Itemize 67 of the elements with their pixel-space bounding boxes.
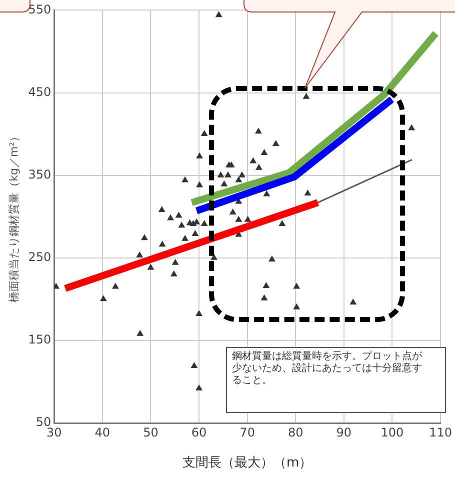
point <box>224 172 232 178</box>
point <box>350 298 356 304</box>
point <box>264 190 270 196</box>
point <box>196 152 203 158</box>
point <box>238 172 246 178</box>
point <box>228 162 234 168</box>
point <box>158 206 165 212</box>
point <box>136 330 144 336</box>
point <box>244 216 251 222</box>
point <box>408 124 415 130</box>
point <box>279 220 286 226</box>
point <box>294 304 300 310</box>
annotation: 鋼材質量は総質量時を示す。プロット点が少ないため、設計にあたっては十分留意すること。 <box>232 351 422 387</box>
point <box>236 216 242 222</box>
point <box>167 214 174 220</box>
point <box>303 93 310 99</box>
point <box>112 283 119 289</box>
x-tick-label: 80 <box>288 425 304 440</box>
point <box>148 264 154 270</box>
point <box>141 234 148 240</box>
point <box>261 150 268 156</box>
point <box>294 283 300 289</box>
x-tick-label: 110 <box>429 425 452 440</box>
point <box>182 176 188 182</box>
point <box>261 294 268 300</box>
point <box>201 220 208 226</box>
point <box>255 128 262 134</box>
point <box>182 235 188 241</box>
point <box>136 252 143 258</box>
point <box>221 180 228 186</box>
point <box>172 259 178 265</box>
point <box>100 296 106 302</box>
x-axis-title: 支間長（最大）（m） <box>182 456 312 471</box>
x-tick-label: 50 <box>143 425 158 440</box>
point <box>201 130 208 136</box>
point <box>170 270 177 276</box>
point <box>216 12 222 18</box>
point <box>304 190 311 196</box>
x-tick-label: 70 <box>240 425 255 440</box>
y-tick-label: 250 <box>28 250 52 264</box>
point <box>250 158 256 164</box>
point <box>192 230 198 236</box>
point <box>268 256 276 262</box>
point <box>196 384 202 390</box>
y-axis-title: 橋面積当たり鋼材質量（kg／m²） <box>7 130 20 302</box>
point <box>178 222 185 228</box>
point <box>176 212 182 218</box>
x-tick-label: 90 <box>336 425 352 440</box>
point <box>236 176 242 182</box>
point <box>256 164 262 170</box>
point <box>210 254 218 260</box>
point <box>196 182 203 188</box>
y-tick-label: 350 <box>28 167 52 182</box>
point <box>196 310 202 316</box>
y-tick-label: 450 <box>28 84 52 99</box>
point <box>159 241 166 247</box>
point <box>263 282 270 288</box>
y-tick-label: 550 <box>28 2 52 16</box>
x-tick-label: 40 <box>94 425 110 440</box>
point <box>272 140 279 146</box>
x-tick-label: 100 <box>380 425 404 440</box>
x-tick-label: 60 <box>191 425 207 440</box>
point <box>230 208 236 214</box>
point <box>191 362 198 368</box>
point <box>54 283 60 289</box>
point <box>218 172 224 178</box>
y-tick-label: 150 <box>28 332 52 347</box>
